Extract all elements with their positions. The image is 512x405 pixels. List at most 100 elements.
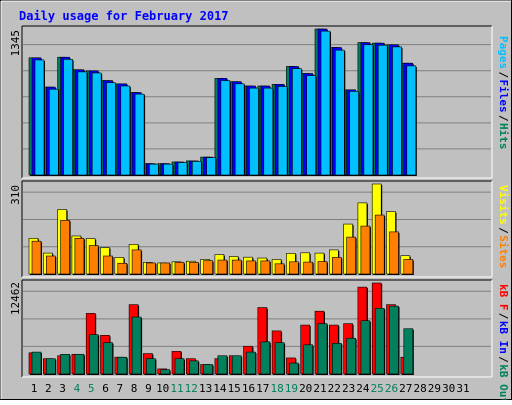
- bar-visits-sites-day-17: [260, 260, 271, 275]
- bar-hits-pages-day-2: [48, 88, 60, 176]
- bar-fill: [88, 245, 99, 275]
- bar-fill: [120, 85, 131, 176]
- day-label-18: 18: [270, 382, 283, 395]
- bar-kbytes-kb-out-day-5: [88, 334, 100, 375]
- bar-hits-pages-day-24: [363, 44, 374, 176]
- bar-fill: [48, 88, 59, 176]
- bar-fill: [260, 341, 271, 375]
- day-label-7: 7: [116, 382, 123, 395]
- bar-visits-sites-day-22: [331, 257, 343, 275]
- bar-fill: [74, 353, 85, 375]
- bar-kbytes-kb-out-day-10: [160, 369, 171, 375]
- day-label-29: 29: [428, 382, 441, 395]
- bar-kbytes-kb-out-day-2: [45, 358, 57, 375]
- bar-fill: [274, 342, 285, 375]
- bar-fill: [88, 334, 99, 375]
- day-label-5: 5: [88, 382, 95, 395]
- bar-fill: [103, 342, 113, 375]
- bar-fill: [91, 72, 102, 176]
- bar-fill: [163, 163, 173, 176]
- bar-hits-pages-day-26: [392, 46, 403, 176]
- bar-hits-pages-day-18: [277, 86, 289, 176]
- bar-hits-pages-day-4: [77, 71, 88, 176]
- bar-kbytes-kb-out-day-23: [346, 337, 357, 375]
- day-label-19: 19: [285, 382, 298, 395]
- bar-hits-pages-day-20: [306, 75, 317, 176]
- panel-visits-legend-separator: /: [497, 227, 510, 234]
- day-label-17: 17: [256, 382, 269, 395]
- panel-visits: [21, 180, 493, 278]
- day-label-3: 3: [59, 382, 66, 395]
- bar-fill: [317, 323, 328, 375]
- bar-fill: [60, 353, 70, 375]
- day-label-4: 4: [74, 382, 81, 395]
- day-label-24: 24: [356, 382, 370, 395]
- panel-hits: [21, 25, 493, 179]
- bar-fill: [363, 44, 374, 176]
- bar-hits-pages-day-8: [134, 93, 146, 176]
- bar-hits-pages-day-9: [149, 163, 160, 176]
- bar-visits-sites-day-10: [160, 262, 171, 275]
- panel-visits-legend-sites: Sites: [497, 235, 510, 268]
- bar-fill: [103, 255, 113, 275]
- bar-visits-sites-day-13: [203, 260, 214, 275]
- bar-kbytes-kb-out-day-20: [303, 344, 314, 375]
- bar-visits-sites-day-25: [374, 214, 386, 275]
- panel-kbytes-legend-kb-in: kB In: [497, 321, 510, 354]
- bar-fill: [31, 240, 42, 275]
- chart-title: Daily usage for February 2017: [19, 9, 229, 23]
- bar-hits-pages-day-7: [120, 85, 131, 176]
- day-label-11: 11: [170, 382, 183, 395]
- bar-visits-sites-day-2: [45, 255, 57, 275]
- day-label-22: 22: [328, 382, 341, 395]
- bar-visits-sites-day-12: [189, 262, 200, 275]
- bar-hits-pages-day-22: [334, 49, 346, 177]
- bar-fill: [203, 260, 213, 275]
- bar-kbytes-kb-out-day-13: [203, 364, 214, 375]
- bar-fill: [131, 249, 142, 275]
- day-label-31: 31: [456, 382, 469, 395]
- day-labels: 1 2 3 4 5 6 7 8 9 10 11 12 13 14 15 16 17 18 19 20 21 22 23 24 2…: [31, 382, 470, 395]
- day-label-6: 6: [102, 382, 109, 395]
- day-label-26: 26: [385, 382, 398, 395]
- day-label-8: 8: [131, 382, 138, 395]
- bar-kbytes-kb-out-day-4: [74, 353, 85, 375]
- bar-fill: [117, 356, 128, 375]
- bar-hits-pages-day-15: [234, 83, 246, 176]
- bar-fill: [263, 87, 274, 176]
- bar-hits-pages-day-10: [163, 163, 174, 176]
- bar-visits-sites-day-21: [317, 261, 328, 275]
- day-label-1: 1: [31, 382, 38, 395]
- panel-hits-legend-pages: Pages: [497, 36, 510, 69]
- bar-fill: [331, 257, 342, 275]
- bar-fill: [389, 305, 399, 375]
- bar-kbytes-kb-out-day-15: [231, 355, 243, 375]
- bar-fill: [317, 261, 328, 275]
- bar-fill: [217, 259, 228, 275]
- day-label-13: 13: [199, 382, 212, 395]
- bar-kbytes-kb-out-day-25: [374, 307, 386, 375]
- bar-hits-pages-day-13: [206, 157, 217, 176]
- bar-visits-sites-day-6: [103, 255, 114, 275]
- bar-fill: [234, 83, 245, 176]
- bar-kbytes-kb-out-day-16: [246, 351, 257, 375]
- bar-fill: [406, 65, 417, 176]
- bar-hits-pages-day-1: [34, 59, 45, 177]
- bar-visits-sites-day-19: [289, 261, 300, 275]
- bar-visits-sites-day-4: [74, 237, 85, 275]
- day-label-14: 14: [213, 382, 227, 395]
- bar-fill: [289, 261, 299, 275]
- bar-fill: [189, 360, 199, 375]
- bar-kbytes-kb-out-day-19: [289, 362, 300, 375]
- bar-fill: [303, 261, 314, 275]
- bar-fill: [392, 46, 402, 176]
- bar-hits-pages-day-25: [377, 44, 389, 176]
- panel-hits-legend-files: Files: [497, 80, 510, 113]
- bar-hits-pages-day-21: [320, 30, 331, 176]
- panel-visits-ymax-label: 310: [9, 185, 22, 205]
- bar-fill: [74, 237, 85, 275]
- bar-fill: [360, 225, 371, 275]
- day-label-10: 10: [156, 382, 169, 395]
- bar-fill: [277, 86, 288, 176]
